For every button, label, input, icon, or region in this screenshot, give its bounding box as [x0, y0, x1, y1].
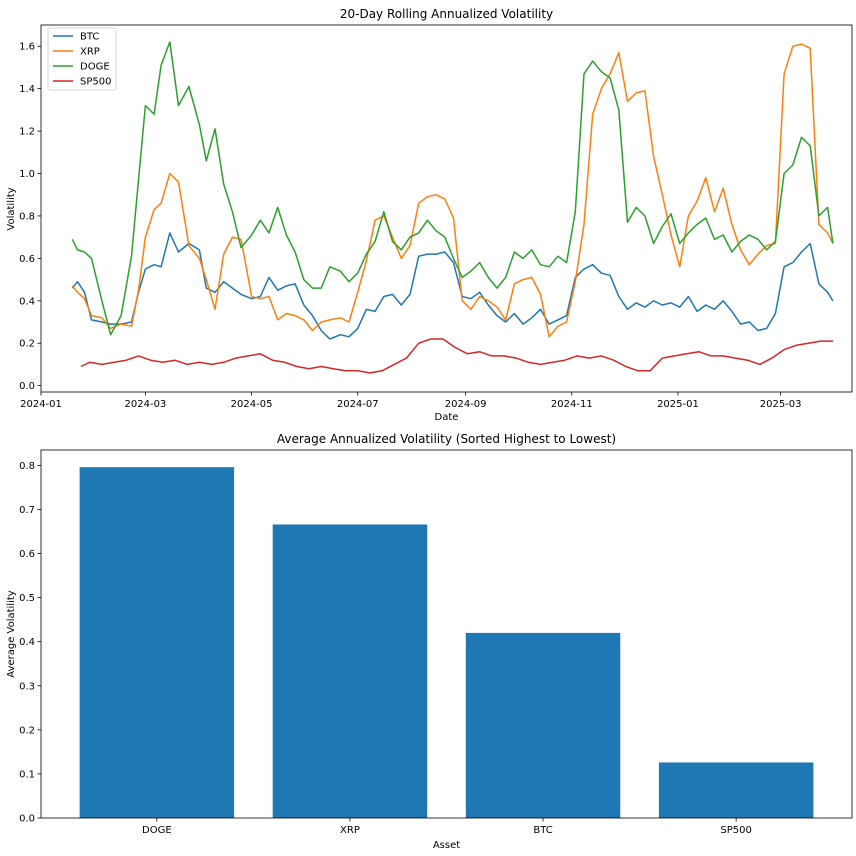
x-tick-label: BTC [533, 825, 552, 836]
bar-doge [79, 467, 235, 818]
bar-chart-x-ticks: DOGE XRP BTC SP500 [142, 818, 752, 836]
x-tick-label: 2024-01 [20, 399, 62, 410]
y-tick-label: 0.2 [19, 725, 35, 736]
x-tick-label: 2024-09 [445, 399, 487, 410]
volatility-line-chart: 20-Day Rolling Annualized Volatility 0.0… [6, 7, 853, 423]
bar-btc [465, 632, 621, 818]
y-tick-label: 0.8 [19, 211, 35, 222]
line-chart-y-label: Volatility [6, 187, 17, 230]
bar-chart-x-label: Asset [433, 840, 460, 851]
legend-label-doge: DOGE [80, 62, 110, 73]
line-chart-x-ticks: 2024-01 2024-03 2024-05 2024-07 2024-09 2024-… [20, 392, 802, 410]
bar-chart-frame [40, 449, 853, 819]
x-tick-label: 2025-01 [657, 399, 699, 410]
bar-sp500 [658, 762, 814, 818]
bar-chart-title: Average Annualized Volatility (Sorted Hi… [277, 432, 616, 446]
x-tick-label: 2024-07 [337, 399, 379, 410]
x-tick-label: 2024-03 [125, 399, 167, 410]
series-line-btc [71, 232, 834, 340]
y-tick-label: 0.8 [19, 461, 35, 472]
y-tick-label: 0.3 [19, 681, 35, 692]
y-tick-label: 0.6 [19, 549, 35, 560]
y-tick-label: 0.6 [19, 254, 35, 265]
bar-chart-bars [79, 467, 814, 818]
line-chart-series [71, 41, 834, 374]
legend-label-xrp: XRP [80, 47, 100, 58]
bar-chart-y-ticks: 0.0 0.1 0.2 0.3 0.4 0.5 0.6 0.7 0.8 [19, 461, 41, 825]
y-tick-label: 1.4 [19, 84, 35, 95]
x-tick-label: XRP [340, 825, 360, 836]
x-tick-label: DOGE [142, 825, 172, 836]
y-tick-label: 0.0 [19, 381, 35, 392]
legend-label-btc: BTC [80, 32, 99, 43]
x-tick-label: 2024-11 [551, 399, 593, 410]
line-chart-frame [40, 24, 853, 393]
series-line-xrp [71, 43, 834, 338]
legend-box [47, 27, 117, 91]
bar-chart-y-label: Average Volatility [6, 590, 17, 678]
series-line-sp500 [80, 338, 833, 374]
legend-label-sp500: SP500 [80, 77, 111, 88]
series-line-doge [71, 41, 834, 336]
y-tick-label: 1.2 [19, 127, 35, 138]
y-tick-label: 0.4 [19, 637, 35, 648]
line-chart-legend: BTC XRP DOGE SP500 [47, 27, 117, 91]
y-tick-label: 1.6 [19, 42, 35, 53]
average-volatility-bar-chart: Average Annualized Volatility (Sorted Hi… [6, 432, 853, 851]
y-tick-label: 0.7 [19, 505, 35, 516]
line-chart-x-label: Date [435, 412, 459, 423]
y-tick-label: 0.5 [19, 593, 35, 604]
x-tick-label: 2025-03 [760, 399, 802, 410]
x-tick-label: SP500 [720, 825, 751, 836]
y-tick-label: 0.1 [19, 769, 35, 780]
x-tick-label: 2024-05 [231, 399, 273, 410]
y-tick-label: 1.0 [19, 169, 35, 180]
bar-xrp [272, 524, 428, 818]
line-chart-title: 20-Day Rolling Annualized Volatility [340, 7, 553, 21]
y-tick-label: 0.0 [19, 814, 35, 825]
y-tick-label: 0.2 [19, 339, 35, 350]
line-chart-y-ticks: 0.0 0.2 0.4 0.6 0.8 1.0 1.2 1.4 1.6 [19, 42, 41, 392]
y-tick-label: 0.4 [19, 296, 35, 307]
